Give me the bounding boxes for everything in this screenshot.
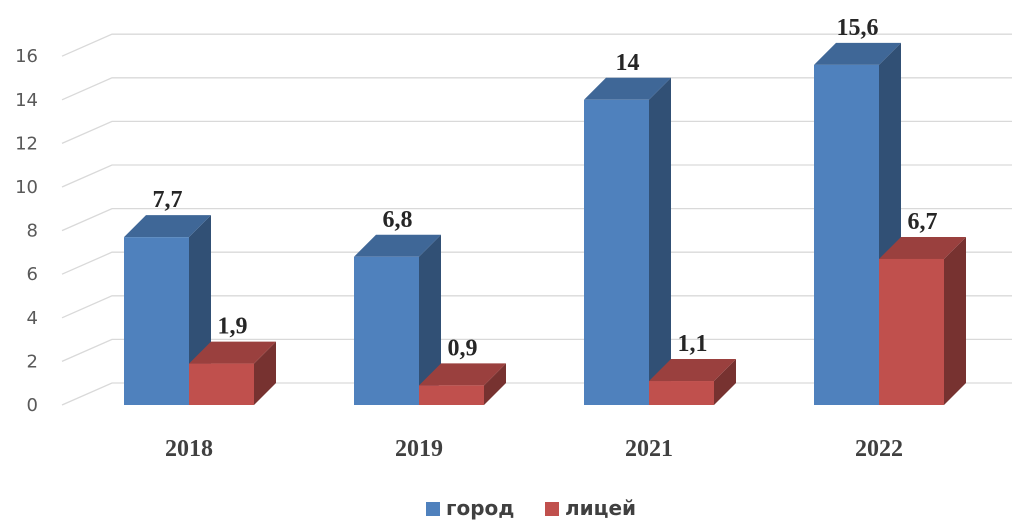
data-label: 1,9 (218, 314, 248, 340)
legend-swatch (426, 502, 440, 516)
y-tick-label: 4 (27, 308, 38, 329)
bar-лицей-2021 (649, 359, 736, 405)
legend-label: город (446, 496, 514, 520)
gridline (61, 338, 1012, 362)
y-tick-label: 2 (27, 351, 38, 372)
x-tick-label: 2019 (395, 436, 443, 462)
bar-город-2021 (584, 77, 671, 406)
gridline (61, 164, 1012, 188)
y-tick-label: 10 (15, 177, 38, 198)
y-axis-ticks: 0 2 4 6 8 10 12 14 16 (15, 46, 38, 416)
x-tick-label: 2021 (625, 436, 673, 462)
bar-лицей-2022 (879, 236, 966, 405)
data-label: 6,8 (383, 207, 413, 233)
legend: город лицей (426, 496, 636, 520)
y-tick-label: 12 (15, 133, 38, 154)
legend-item-2: лицей (545, 496, 636, 520)
grid-lines (61, 33, 1012, 406)
data-label: 6,7 (908, 209, 938, 235)
gridline (61, 120, 1012, 144)
gridline (61, 295, 1012, 319)
gridline (61, 207, 1012, 232)
y-tick-label: 14 (15, 90, 38, 111)
bars (124, 42, 966, 406)
bar-лицей-2018 (189, 341, 276, 405)
gridline (61, 77, 1012, 101)
data-label: 0,9 (448, 335, 478, 361)
data-label: 1,1 (678, 331, 708, 357)
x-axis-ticks: 2018 2019 2021 2022 (165, 436, 903, 462)
gridline (61, 33, 1012, 57)
data-label: 7,7 (153, 187, 183, 213)
data-label: 15,6 (837, 15, 879, 41)
y-tick-label: 6 (27, 264, 38, 285)
gridline (61, 251, 1012, 275)
bar-город-2022 (814, 42, 901, 406)
legend-swatch (545, 502, 559, 516)
legend-item-1: город (426, 496, 514, 520)
y-tick-label: 16 (15, 46, 38, 67)
y-tick-label: 0 (27, 395, 38, 416)
x-tick-label: 2018 (165, 436, 213, 462)
bar-лицей-2019 (419, 363, 506, 405)
bar-город-2018 (124, 215, 211, 405)
bar-город-2019 (354, 234, 441, 405)
y-tick-label: 8 (27, 221, 38, 242)
x-tick-label: 2022 (855, 436, 903, 462)
legend-label: лицей (565, 496, 636, 520)
data-label: 14 (616, 50, 640, 76)
data-labels: 7,7 1,9 6,8 0,9 14 1,1 15,6 6,7 (153, 15, 938, 361)
